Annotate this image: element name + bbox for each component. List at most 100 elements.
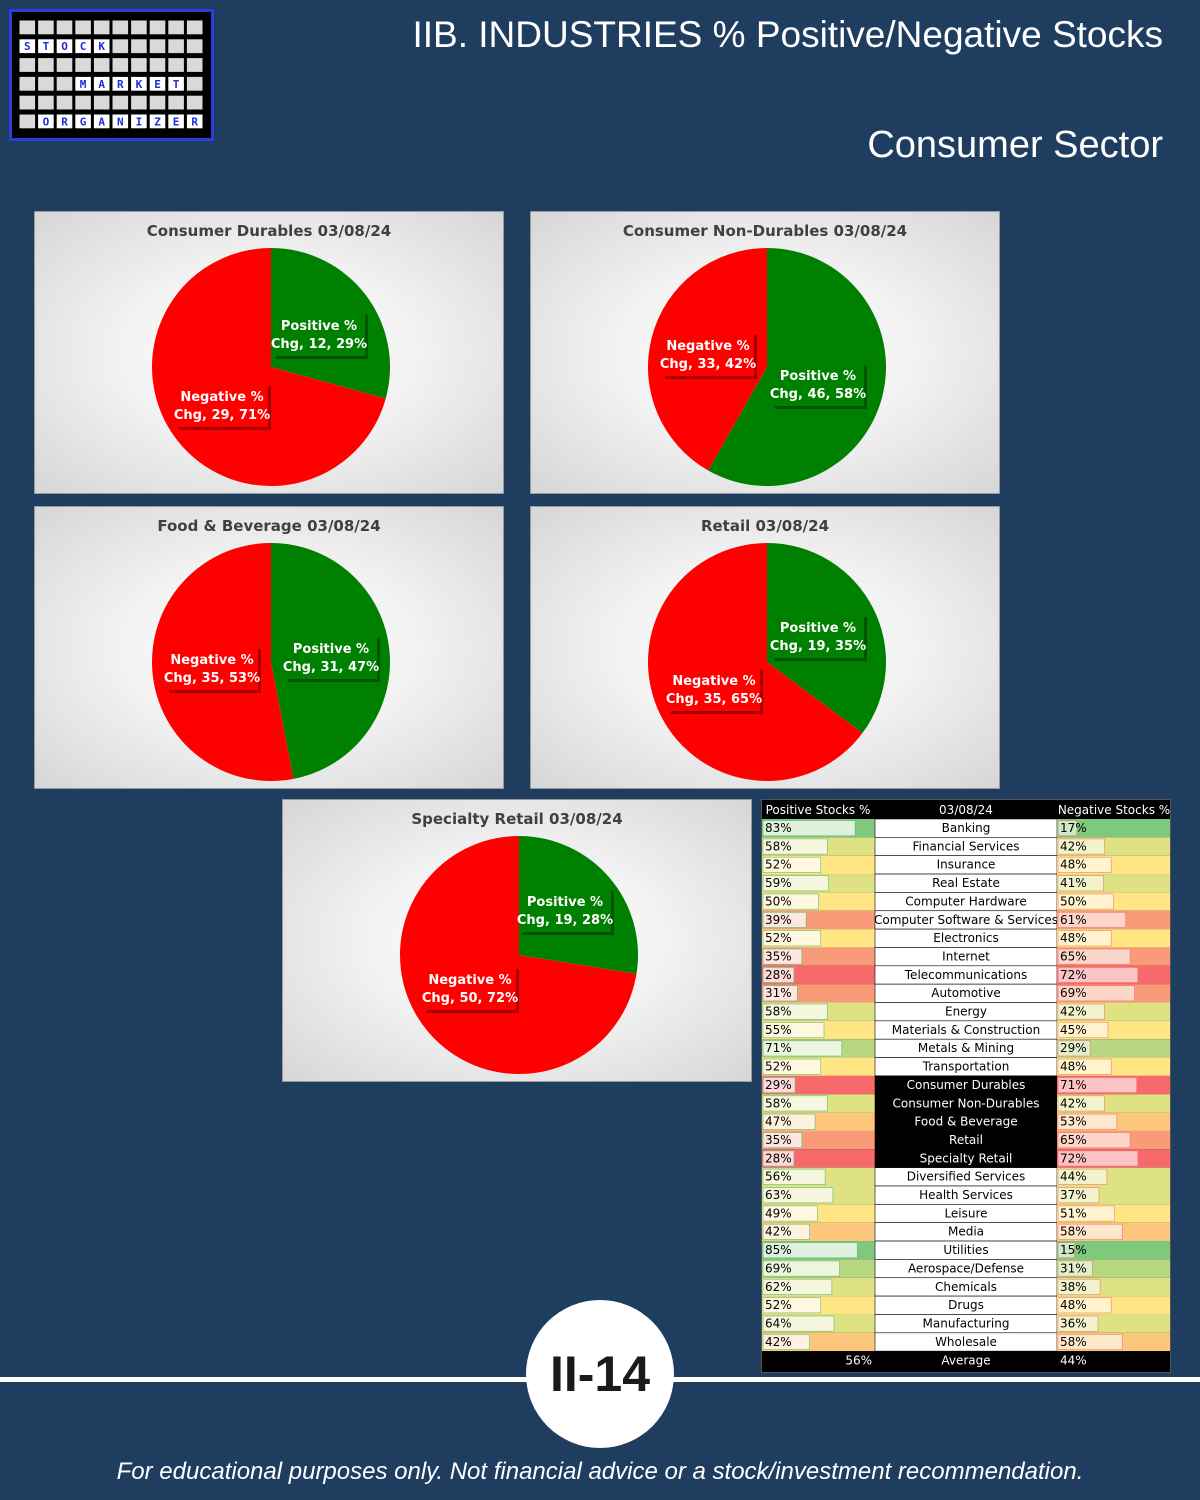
negative-databar xyxy=(1057,1040,1091,1057)
table-row: 62% Chemicals 38% xyxy=(762,1277,1170,1297)
svg-text:Chg, 19, 35%: Chg, 19, 35% xyxy=(770,639,866,654)
table-row: 64% Manufacturing 36% xyxy=(762,1314,1170,1334)
page-number: II-14 xyxy=(526,1300,674,1448)
table-row: 59% Real Estate 41% xyxy=(762,873,1170,893)
logo-letter-tile xyxy=(74,75,92,92)
logo-blank-tile xyxy=(167,38,185,55)
positive-databar xyxy=(762,1095,828,1112)
negative-value: 29% xyxy=(1060,1041,1087,1055)
industry-name: Manufacturing xyxy=(923,1316,1010,1330)
industry-name: Automotive xyxy=(931,986,1000,1000)
industry-name: Internet xyxy=(942,949,990,963)
industry-name: Retail xyxy=(949,1133,983,1147)
industry-name: Insurance xyxy=(937,858,996,872)
positive-value: 52% xyxy=(765,1298,792,1312)
positive-databar xyxy=(762,1168,826,1185)
table-row: 83% Banking 17% xyxy=(762,818,1170,838)
positive-value: 28% xyxy=(765,968,792,982)
logo-blank-tile xyxy=(18,94,37,111)
logo-blank-tile xyxy=(130,19,148,36)
page-title: IIB. INDUSTRIES % Positive/Negative Stoc… xyxy=(412,14,1163,55)
industry-name: Metals & Mining xyxy=(918,1041,1014,1055)
pie-label-negative: Negative % Chg, 35, 65% xyxy=(666,667,763,714)
logo-blank-tile xyxy=(18,75,37,92)
positive-databar xyxy=(762,1150,795,1167)
svg-text:Chg, 35, 65%: Chg, 35, 65% xyxy=(666,692,762,707)
svg-text:Negative %: Negative % xyxy=(672,674,755,689)
pie-svg: Positive % Chg, 31, 47% Negative % Chg, 35,… xyxy=(152,543,391,781)
pie-chart-specialty-retail: Specialty Retail 03/08/24 Positive % Chg,… xyxy=(282,799,752,1082)
logo-letter: T xyxy=(173,78,180,91)
logo-blank-tile xyxy=(92,57,111,73)
industry-name: Chemicals xyxy=(935,1280,997,1294)
logo-letter: K xyxy=(98,40,105,53)
logo-letter: N xyxy=(117,115,124,128)
logo-blank-tile xyxy=(92,94,111,111)
logo-letter-tile xyxy=(55,38,74,55)
logo-blank-tile xyxy=(185,75,204,92)
positive-value: 29% xyxy=(765,1078,792,1092)
table-row: 85% Utilities 15% xyxy=(762,1240,1170,1260)
negative-databar xyxy=(1057,1333,1123,1351)
logo-blank-tile xyxy=(18,57,37,73)
positive-databar xyxy=(762,1278,833,1296)
table-row: 71% Metals & Mining 29% xyxy=(762,1038,1170,1058)
negative-value: 72% xyxy=(1060,968,1087,982)
negative-value: 53% xyxy=(1060,1115,1087,1129)
positive-value: 58% xyxy=(765,839,792,853)
logo-grid: S T O C KM A R K E TO R G A N I Z E R xyxy=(18,19,204,130)
logo-blank-tile xyxy=(130,94,148,111)
logo-letter-tile xyxy=(148,75,167,92)
logo-letter: A xyxy=(98,78,105,91)
negative-value: 48% xyxy=(1060,931,1087,945)
logo-blank-tile xyxy=(167,19,185,36)
negative-databar xyxy=(1057,1168,1108,1185)
logo-blank-tile xyxy=(185,19,204,36)
industry-name: Consumer Durables xyxy=(907,1078,1026,1092)
table-row: 29% Consumer Durables 71% xyxy=(762,1075,1170,1095)
table-row: 55% Materials & Construction 45% xyxy=(762,1020,1170,1040)
table-row: 42% Wholesale 58% xyxy=(762,1332,1170,1352)
positive-databar xyxy=(762,875,829,892)
negative-databar xyxy=(1057,1187,1100,1204)
logo-blank-tile xyxy=(37,75,55,92)
logo-blank-tile xyxy=(55,94,74,111)
chart-title: Specialty Retail 03/08/24 xyxy=(411,810,623,828)
logo-blank-tile xyxy=(74,94,92,111)
industry-name: Health Services xyxy=(919,1188,1013,1202)
negative-databar xyxy=(1057,1113,1118,1130)
industry-name: Computer Software & Services xyxy=(874,913,1058,927)
negative-databar xyxy=(1057,1223,1123,1240)
positive-value: 58% xyxy=(765,1096,792,1110)
table-row: 28% Telecommunications 72% xyxy=(762,965,1170,985)
positive-databar xyxy=(762,1260,840,1277)
average-positive: 56% xyxy=(845,1354,872,1368)
pie-label-negative: Negative % Chg, 50, 72% xyxy=(422,966,519,1013)
negative-databar xyxy=(1057,1150,1139,1167)
pie-label-positive: Positive % Chg, 19, 35% xyxy=(770,614,867,661)
industry-name: Food & Beverage xyxy=(914,1115,1017,1129)
positive-databar xyxy=(762,1223,811,1240)
pie-label-positive: Positive % Chg, 46, 58% xyxy=(770,362,867,409)
table-row: 39% Computer Software & Services 61% xyxy=(762,910,1170,930)
svg-text:Chg, 19, 28%: Chg, 19, 28% xyxy=(517,913,613,928)
logo-blank-tile xyxy=(74,19,92,36)
pie-label-positive: Positive % Chg, 12, 29% xyxy=(271,312,368,359)
industry-name: Materials & Construction xyxy=(892,1023,1040,1037)
positive-databar xyxy=(762,1076,796,1094)
logo-letter-tile xyxy=(148,113,167,130)
positive-databar xyxy=(762,1205,818,1222)
negative-databar xyxy=(1057,966,1139,984)
positive-value: 39% xyxy=(765,913,792,927)
positive-value: 85% xyxy=(765,1243,792,1257)
table-row: 47% Food & Beverage 53% xyxy=(762,1112,1170,1132)
logo-letter: C xyxy=(80,40,87,53)
pie-label-positive: Positive % Chg, 31, 47% xyxy=(283,635,380,682)
positive-databar xyxy=(762,966,795,984)
positive-databar xyxy=(762,893,819,910)
logo-blank-tile xyxy=(185,94,204,111)
svg-text:Positive %: Positive % xyxy=(780,621,856,636)
table-row: 35% Internet 65% xyxy=(762,947,1170,967)
logo-blank-tile xyxy=(185,38,204,55)
negative-databar xyxy=(1057,1058,1112,1075)
